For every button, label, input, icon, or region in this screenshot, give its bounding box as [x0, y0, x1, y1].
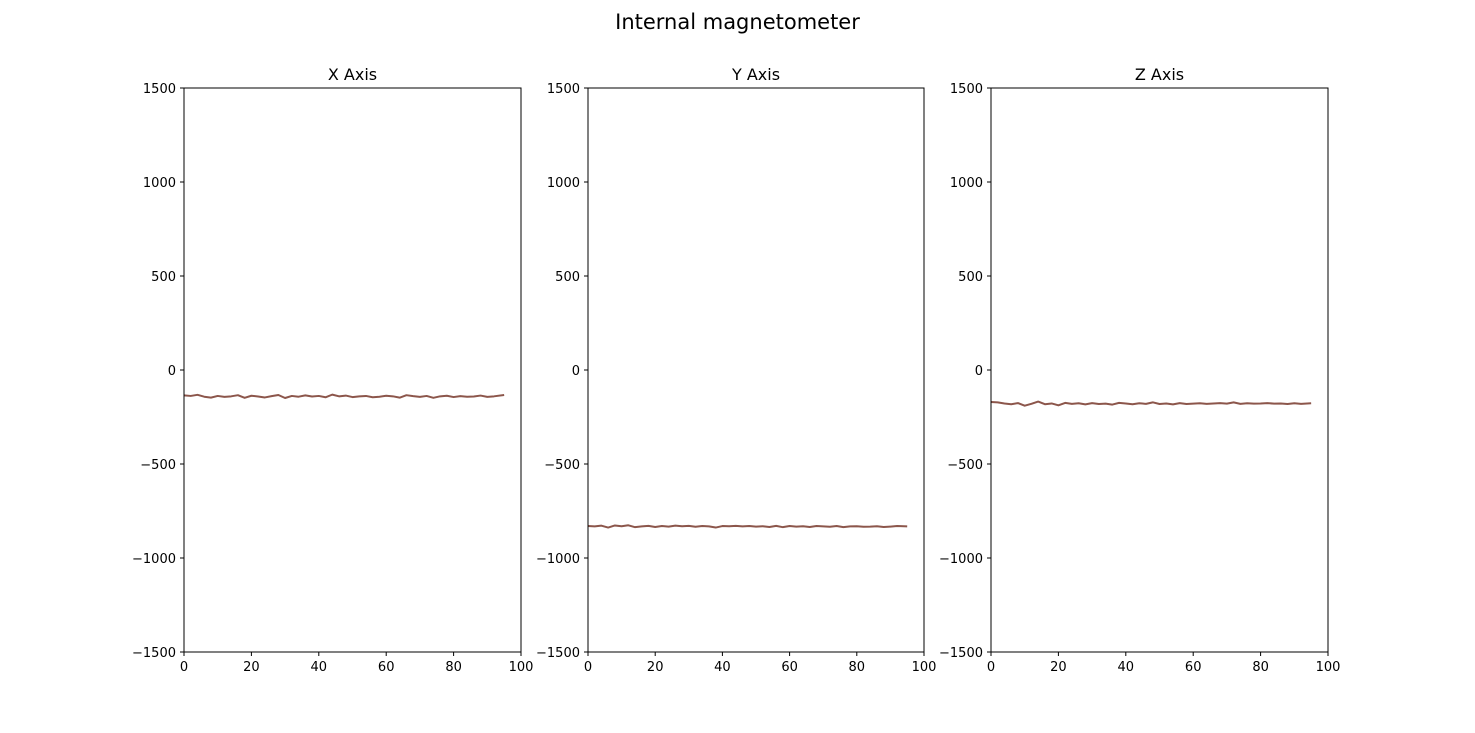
x-tick-label: 20: [647, 660, 664, 675]
x-tick-label: 0: [987, 660, 995, 675]
subplot-title: Y Axis: [731, 65, 780, 84]
y-tick-label: 1000: [950, 176, 983, 191]
series-line-1: [990, 400, 1312, 407]
subplot-title: X Axis: [328, 65, 377, 84]
x-tick-label: 100: [509, 660, 534, 675]
x-tick-label: 0: [180, 660, 188, 675]
y-tick-label: −500: [544, 458, 580, 473]
x-tick-label: 60: [781, 660, 798, 675]
y-tick-label: 1000: [143, 176, 176, 191]
subplot-title: Z Axis: [1135, 65, 1184, 84]
y-tick-label: 500: [151, 270, 176, 285]
y-tick-label: 1500: [143, 82, 176, 97]
subplot-2: Y Axis 0 20 40 60 80 100 −1500 −1000 −500 0 500 1000…: [536, 65, 936, 675]
y-tick-label: 500: [958, 270, 983, 285]
y-tick-label: 1500: [547, 82, 580, 97]
y-tick-label: −1500: [939, 646, 983, 661]
x-tick-label: 60: [378, 660, 395, 675]
y-tick-label: −1000: [939, 552, 983, 567]
series-line-1: [587, 524, 908, 529]
x-tick-label: 40: [714, 660, 731, 675]
plot-frame: [183, 87, 522, 653]
y-tick-label: 0: [168, 364, 176, 379]
x-tick-label: 100: [912, 660, 937, 675]
x-tick-label: 20: [243, 660, 260, 675]
y-tick-label: 500: [555, 270, 580, 285]
y-tick-label: −500: [140, 458, 176, 473]
subplot-1: X Axis 0 20 40 60 80 100 −1500 −1000 −500 0 500 1000…: [132, 65, 533, 675]
plot-frame: [990, 87, 1329, 653]
y-tick-label: −1500: [536, 646, 580, 661]
y-tick-label: 1000: [547, 176, 580, 191]
y-tick-label: −1500: [132, 646, 176, 661]
x-tick-label: 80: [1252, 660, 1269, 675]
x-tick-label: 20: [1050, 660, 1067, 675]
x-tick-label: 0: [584, 660, 592, 675]
y-tick-label: −1000: [536, 552, 580, 567]
y-tick-label: 0: [572, 364, 580, 379]
y-tick-label: −500: [947, 458, 983, 473]
y-tick-label: 0: [975, 364, 983, 379]
x-tick-label: 40: [1118, 660, 1135, 675]
y-tick-label: −1000: [132, 552, 176, 567]
x-tick-label: 100: [1316, 660, 1341, 675]
x-tick-label: 80: [445, 660, 462, 675]
x-tick-label: 60: [1185, 660, 1202, 675]
figure-title: Internal magnetometer: [615, 10, 860, 34]
plot-frame: [587, 87, 925, 653]
series-line-1: [183, 393, 505, 400]
subplot-3: Z Axis 0 20 40 60 80 100 −1500 −1000 −500 0 500 1000…: [939, 65, 1340, 675]
x-tick-label: 40: [311, 660, 328, 675]
y-tick-label: 1500: [950, 82, 983, 97]
x-tick-label: 80: [849, 660, 866, 675]
